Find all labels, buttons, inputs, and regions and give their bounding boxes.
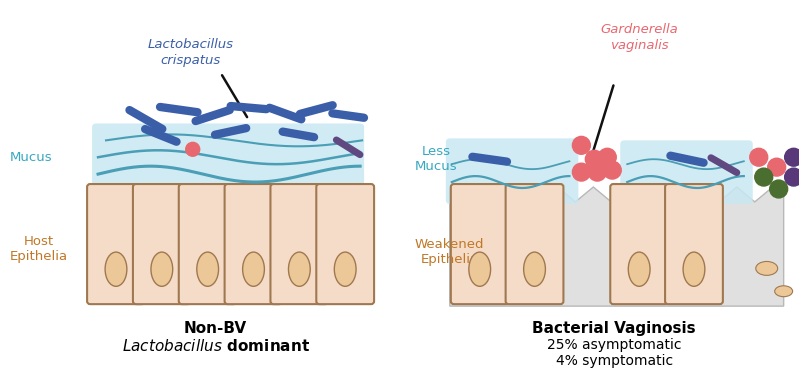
- Circle shape: [768, 158, 786, 176]
- Text: Lactobacillus
crispatus: Lactobacillus crispatus: [148, 38, 234, 67]
- Text: Weakened
Epithelia: Weakened Epithelia: [415, 238, 485, 265]
- FancyBboxPatch shape: [133, 184, 190, 304]
- Polygon shape: [450, 187, 784, 306]
- Ellipse shape: [151, 252, 173, 286]
- Text: 4% symptomatic: 4% symptomatic: [556, 354, 673, 368]
- Circle shape: [572, 136, 590, 154]
- Circle shape: [603, 161, 622, 179]
- Ellipse shape: [774, 286, 793, 297]
- Circle shape: [586, 150, 603, 168]
- Circle shape: [750, 148, 768, 166]
- FancyBboxPatch shape: [620, 140, 753, 204]
- Text: Gardnerella
vaginalis: Gardnerella vaginalis: [600, 23, 678, 52]
- Ellipse shape: [683, 252, 705, 286]
- Ellipse shape: [105, 252, 127, 286]
- FancyBboxPatch shape: [270, 184, 328, 304]
- Text: Less
Mucus: Less Mucus: [415, 145, 458, 173]
- FancyBboxPatch shape: [665, 184, 723, 304]
- Ellipse shape: [197, 252, 218, 286]
- Ellipse shape: [334, 252, 356, 286]
- Text: 25% asymptomatic: 25% asymptomatic: [547, 338, 682, 352]
- Ellipse shape: [289, 252, 310, 286]
- Ellipse shape: [628, 252, 650, 286]
- FancyBboxPatch shape: [610, 184, 668, 304]
- FancyBboxPatch shape: [506, 184, 563, 304]
- FancyBboxPatch shape: [178, 184, 237, 304]
- Circle shape: [785, 148, 800, 166]
- FancyBboxPatch shape: [451, 184, 509, 304]
- FancyBboxPatch shape: [87, 184, 145, 304]
- FancyBboxPatch shape: [92, 124, 364, 196]
- Text: Bacterial Vaginosis: Bacterial Vaginosis: [533, 321, 696, 336]
- Ellipse shape: [242, 252, 264, 286]
- Text: Non-BV: Non-BV: [184, 321, 247, 336]
- Text: Mucus: Mucus: [10, 151, 52, 164]
- Circle shape: [588, 163, 606, 181]
- Ellipse shape: [469, 252, 490, 286]
- Circle shape: [785, 168, 800, 186]
- Ellipse shape: [524, 252, 546, 286]
- Circle shape: [754, 168, 773, 186]
- Ellipse shape: [756, 262, 778, 275]
- Circle shape: [598, 148, 616, 166]
- Circle shape: [770, 180, 788, 198]
- Text: Host
Epithelia: Host Epithelia: [10, 234, 67, 262]
- FancyBboxPatch shape: [225, 184, 282, 304]
- FancyBboxPatch shape: [446, 138, 578, 204]
- Circle shape: [186, 143, 200, 156]
- Circle shape: [572, 163, 590, 181]
- FancyBboxPatch shape: [316, 184, 374, 304]
- Text: $\it{Lactobacillus}$ dominant: $\it{Lactobacillus}$ dominant: [122, 338, 310, 354]
